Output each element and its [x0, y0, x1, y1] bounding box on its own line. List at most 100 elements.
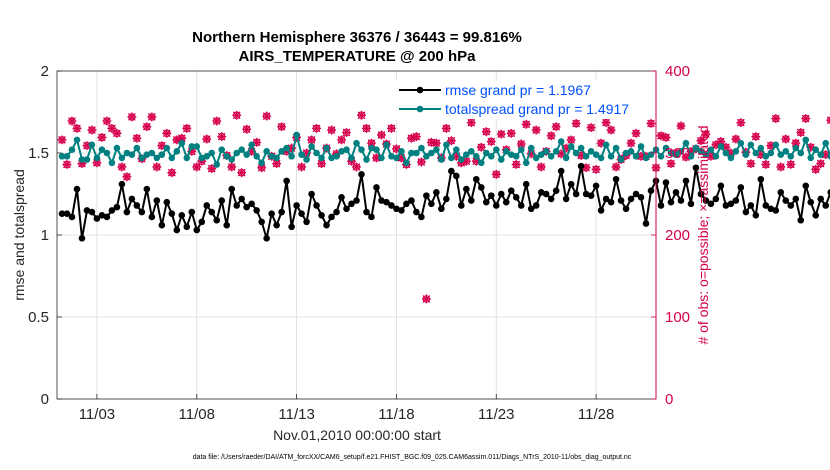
totalspread-point: [298, 151, 305, 158]
obs-assimilated-point: [67, 116, 77, 126]
rmse-point: [203, 202, 211, 209]
rmse-point: [537, 189, 545, 196]
obs-assimilated-point: [372, 153, 381, 163]
obs-assimilated-point: [102, 116, 112, 126]
rmse-point: [58, 210, 66, 217]
y-left-tick-label: 2: [41, 63, 49, 80]
rmse-point: [113, 203, 121, 211]
obs-assimilated-point: [237, 168, 247, 178]
obs-assimilated-point: [112, 128, 122, 138]
obs-assimilated-point: [491, 169, 501, 179]
totalspread-point: [108, 159, 116, 167]
obs-assimilated-point: [766, 141, 776, 151]
totalspread-point: [647, 151, 655, 158]
rmse-point: [797, 216, 805, 224]
totalspread-point: [193, 143, 201, 150]
totalspread-point: [642, 154, 650, 162]
rmse-point: [403, 200, 410, 208]
rmse-point: [293, 202, 300, 209]
rmse-point: [562, 195, 570, 203]
totalspread-point: [497, 156, 505, 163]
obs-assimilated-point: [342, 128, 351, 137]
totalspread-point: [757, 144, 765, 152]
rmse-point: [158, 221, 166, 229]
rmse-point: [93, 215, 101, 222]
rmse-point: [468, 197, 475, 204]
rmse-point: [238, 195, 245, 203]
totalspread-point: [812, 146, 820, 154]
obs-assimilated-point: [566, 135, 576, 145]
totalspread-point: [433, 146, 440, 154]
rmse-point: [492, 202, 500, 209]
chart-title-line2: AIRS_TEMPERATURE @ 200 hPa: [239, 48, 477, 65]
obs-assimilated-point: [252, 137, 262, 147]
rmse-point: [532, 202, 540, 209]
rmse-point: [193, 226, 201, 234]
obs-assimilated-point: [87, 125, 97, 135]
rmse-point: [587, 192, 595, 199]
rmse-point: [313, 202, 320, 209]
obs-assimilated-point: [811, 164, 821, 174]
obs-assimilated-point: [706, 151, 716, 161]
rmse-point: [453, 172, 460, 180]
totalspread-point: [562, 154, 570, 162]
totalspread-point: [78, 156, 86, 163]
totalspread-point: [767, 149, 775, 157]
rmse-point: [323, 221, 330, 229]
rmse-point: [278, 208, 285, 216]
obs-assimilated-point: [511, 160, 521, 169]
rmse-point: [438, 205, 445, 213]
totalspread-point: [358, 146, 365, 154]
totalspread-point: [188, 143, 196, 150]
rmse-point: [687, 200, 695, 208]
rmse-point: [393, 205, 400, 213]
obs-assimilated-point: [776, 162, 786, 172]
totalspread-point: [418, 144, 425, 152]
rmse-point: [557, 167, 565, 175]
obs-assimilated-point: [122, 172, 132, 182]
totalspread-point: [817, 151, 825, 158]
rmse-point: [228, 185, 236, 193]
chart-title-line1: Northern Hemisphere 36376 / 36443 = 99.8…: [192, 29, 522, 46]
rmse-point: [328, 213, 335, 221]
obs-assimilated-point: [751, 132, 761, 142]
totalspread-point: [113, 144, 121, 152]
totalspread-point: [373, 146, 380, 154]
totalspread-point: [428, 149, 435, 157]
rmse-point: [173, 226, 181, 234]
totalspread-point: [527, 144, 535, 152]
legend-box: [394, 81, 646, 119]
obs-assimilated-point: [297, 162, 307, 172]
obs-assimilated-point: [756, 150, 766, 160]
obs-assimilated-point: [177, 133, 187, 143]
rmse-point: [552, 187, 560, 195]
rmse-point: [423, 192, 430, 199]
totalspread-point: [492, 146, 500, 154]
totalspread-point: [787, 152, 795, 160]
rmse-point: [288, 223, 295, 231]
rmse-point: [128, 195, 136, 203]
obs-assimilated-point: [367, 138, 376, 148]
totalspread-point: [153, 154, 161, 162]
legend: rmse grand pr = 1.1967 totalspread grand…: [394, 81, 646, 119]
x-tick-label: 11/08: [179, 406, 215, 423]
obs-assimilated-point: [337, 135, 346, 145]
obs-assimilated-point: [471, 156, 481, 166]
totalspread-point: [388, 152, 395, 160]
x-tick-label: 11/13: [278, 406, 314, 423]
obs-assimilated-point: [362, 123, 371, 133]
rmse-point: [298, 210, 305, 217]
legend-rmse-marker: [416, 86, 424, 94]
totalspread-point: [552, 148, 560, 155]
rmse-point: [443, 195, 450, 203]
obs-assimilated-point: [506, 128, 516, 138]
obs-assimilated-point: [481, 127, 491, 137]
rmse-point: [198, 218, 206, 226]
totalspread-point: [602, 141, 610, 149]
obs-assimilated-point: [272, 159, 282, 169]
totalspread-point: [203, 152, 211, 160]
totalspread-point: [587, 148, 595, 155]
obs-assimilated-point: [611, 162, 621, 172]
rmse-point: [68, 213, 76, 221]
totalspread-point: [827, 153, 830, 160]
